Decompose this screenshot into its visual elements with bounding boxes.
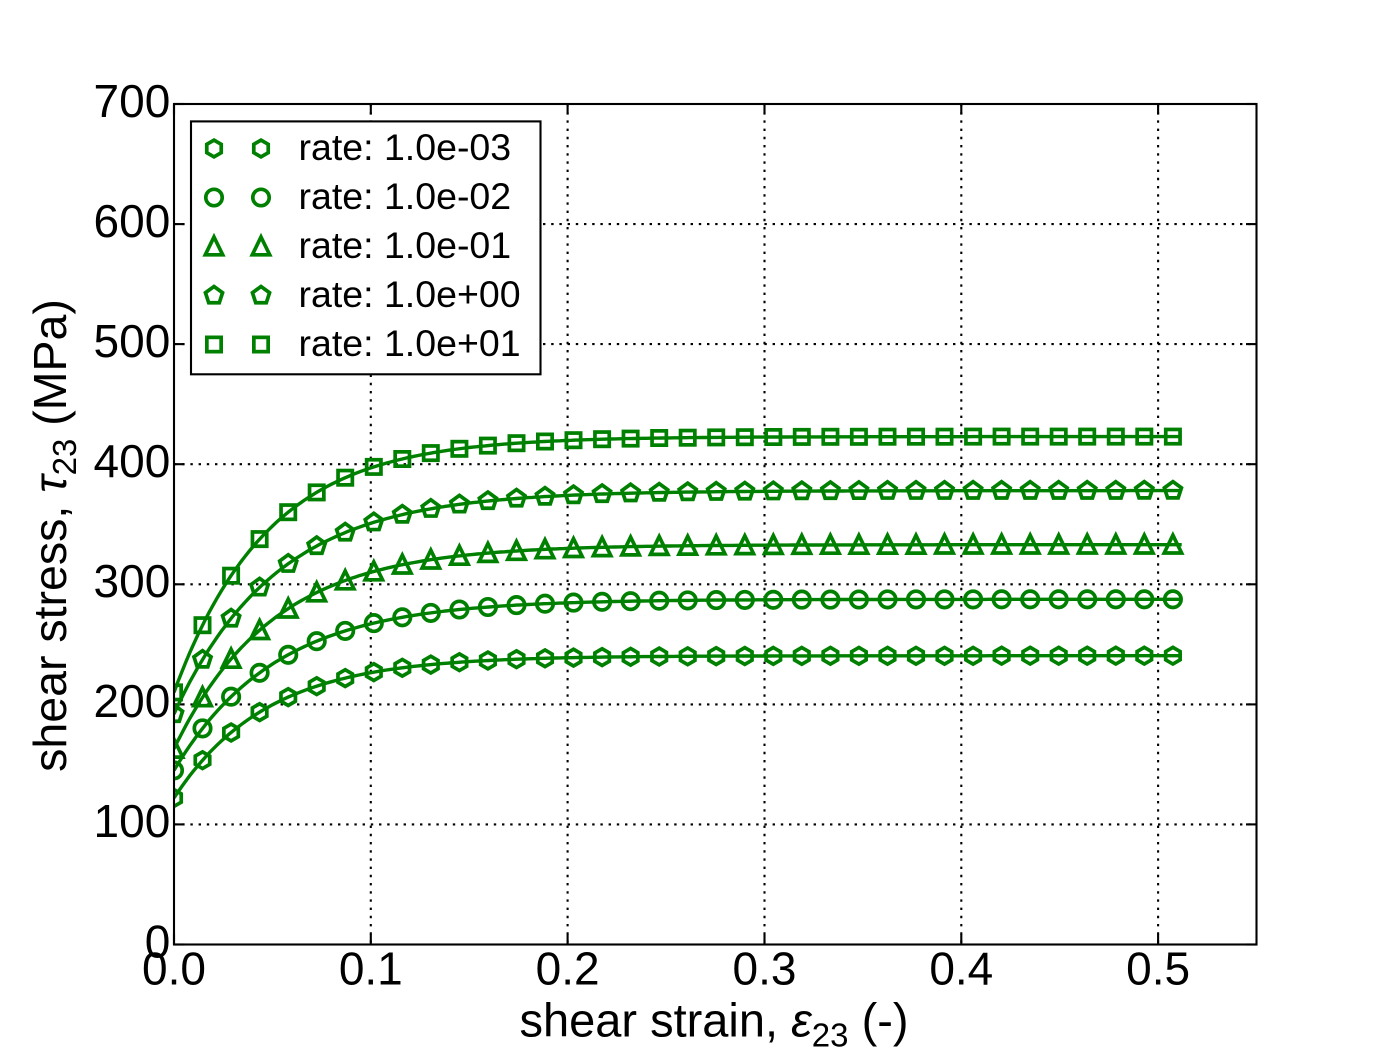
- svg-text:rate: 1.0e+01: rate: 1.0e+01: [299, 322, 521, 364]
- svg-text:700: 700: [94, 75, 171, 127]
- svg-text:0.1: 0.1: [339, 943, 403, 995]
- svg-text:rate: 1.0e-03: rate: 1.0e-03: [299, 126, 512, 168]
- svg-text:shear stress, τ23 (MPa): shear stress, τ23 (MPa): [24, 299, 83, 772]
- svg-text:400: 400: [94, 435, 171, 487]
- svg-text:rate: 1.0e-01: rate: 1.0e-01: [299, 224, 512, 266]
- svg-text:100: 100: [94, 795, 171, 847]
- svg-text:0.2: 0.2: [536, 943, 600, 995]
- svg-text:shear strain, ε23 (-): shear strain, ε23 (-): [519, 994, 908, 1050]
- svg-text:rate: 1.0e+00: rate: 1.0e+00: [299, 273, 521, 315]
- svg-text:0.5: 0.5: [1126, 943, 1190, 995]
- svg-text:300: 300: [94, 555, 171, 607]
- svg-text:0: 0: [145, 915, 171, 967]
- svg-text:500: 500: [94, 315, 171, 367]
- svg-text:0.0: 0.0: [142, 943, 206, 995]
- svg-text:0.3: 0.3: [733, 943, 797, 995]
- svg-text:rate: 1.0e-02: rate: 1.0e-02: [299, 175, 512, 217]
- svg-text:200: 200: [94, 675, 171, 727]
- svg-text:0.4: 0.4: [929, 943, 993, 995]
- svg-text:600: 600: [94, 195, 171, 247]
